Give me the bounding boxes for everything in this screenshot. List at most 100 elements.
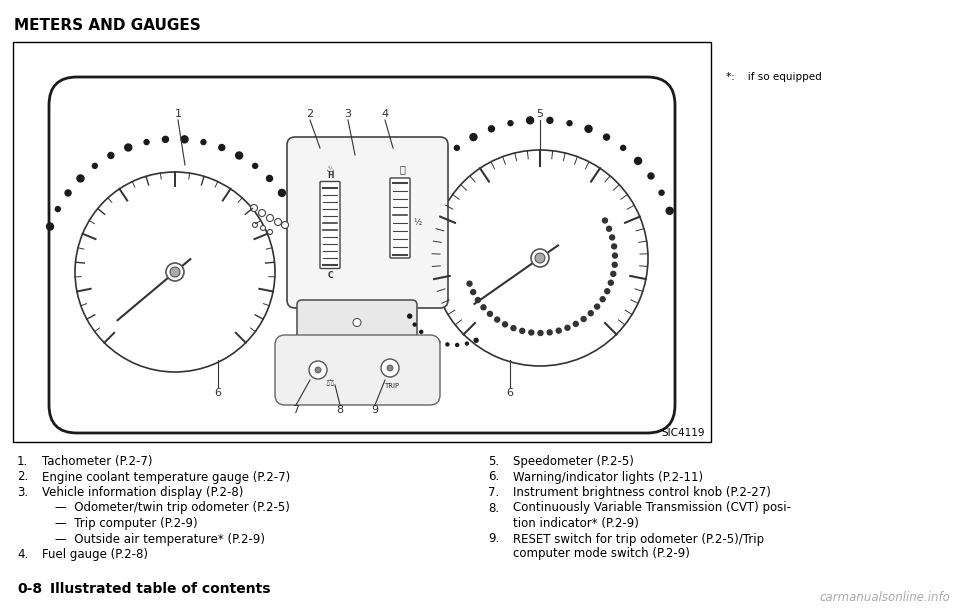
Text: 8: 8 [336,405,344,415]
Text: Continuously Variable Transmission (CVT) posi-
tion indicator* (P.2-9): Continuously Variable Transmission (CVT)… [513,502,791,530]
Circle shape [65,190,71,196]
FancyBboxPatch shape [320,181,340,268]
Text: 7.: 7. [488,486,499,499]
Circle shape [502,322,508,327]
Circle shape [166,263,184,281]
Text: 0-8: 0-8 [17,582,42,596]
Text: 4.: 4. [17,548,28,561]
Text: Fuel gauge (P.2-8): Fuel gauge (P.2-8) [42,548,148,561]
Circle shape [251,205,257,211]
Text: Instrument brightness control knob (P.2-27): Instrument brightness control knob (P.2-… [513,486,771,499]
Circle shape [611,271,615,276]
Text: 3: 3 [345,109,351,119]
Circle shape [489,126,494,132]
Circle shape [267,214,274,222]
Circle shape [607,226,612,231]
Circle shape [77,175,84,182]
Text: 3.: 3. [17,486,28,499]
Circle shape [470,290,476,295]
Text: 6: 6 [214,388,222,398]
Circle shape [612,262,617,267]
Circle shape [144,139,149,145]
Text: RESET switch for trip odometer (P.2-5)/Trip
computer mode switch (P.2-9): RESET switch for trip odometer (P.2-5)/T… [513,533,764,560]
Circle shape [407,208,414,214]
Circle shape [170,267,180,277]
Circle shape [527,117,534,124]
Text: 5.: 5. [488,455,499,468]
Circle shape [547,330,552,335]
Text: TRIP: TRIP [384,383,399,389]
Circle shape [456,343,459,346]
Circle shape [445,343,449,346]
FancyBboxPatch shape [287,137,448,308]
Circle shape [600,297,605,302]
Text: 8.: 8. [488,502,499,514]
Circle shape [467,281,472,286]
Circle shape [547,117,553,123]
Text: 1: 1 [175,109,181,119]
Circle shape [660,190,664,195]
Text: Illustrated table of contents: Illustrated table of contents [50,582,271,596]
Text: 2.: 2. [17,470,28,483]
Circle shape [612,244,616,249]
Circle shape [529,330,534,335]
Circle shape [425,172,433,180]
Circle shape [565,325,570,331]
Circle shape [519,328,525,334]
Circle shape [181,136,188,143]
Circle shape [281,222,289,229]
Circle shape [470,134,477,141]
Circle shape [581,316,587,321]
Circle shape [297,224,303,230]
FancyBboxPatch shape [49,77,675,433]
Text: ⚖: ⚖ [325,378,334,388]
Circle shape [603,218,608,223]
Text: —  Odometer/twin trip odometer (P.2-5): — Odometer/twin trip odometer (P.2-5) [55,502,290,514]
Circle shape [585,125,592,133]
Circle shape [666,207,673,214]
Circle shape [162,136,168,142]
Circle shape [267,175,273,181]
Circle shape [604,134,610,140]
Text: C: C [327,271,333,279]
Circle shape [108,153,114,158]
Text: H: H [326,172,333,180]
Text: —  Outside air temperature* (P.2-9): — Outside air temperature* (P.2-9) [55,533,265,546]
Circle shape [408,314,412,318]
Circle shape [511,326,516,331]
Circle shape [387,365,393,371]
Circle shape [309,361,327,379]
FancyBboxPatch shape [275,335,440,405]
Circle shape [46,223,54,230]
Text: 1.: 1. [17,455,28,468]
Text: 6.: 6. [488,470,499,483]
Text: Vehicle information display (P.2-8): Vehicle information display (P.2-8) [42,486,244,499]
Circle shape [381,359,399,377]
Circle shape [488,312,492,316]
Text: 9.: 9. [488,533,499,546]
Circle shape [594,304,600,309]
Circle shape [556,328,562,333]
Text: Warning/indicator lights (P.2-11): Warning/indicator lights (P.2-11) [513,470,703,483]
Circle shape [413,323,417,326]
Circle shape [475,298,480,302]
Circle shape [439,158,444,164]
Circle shape [538,331,543,335]
FancyBboxPatch shape [390,178,410,258]
Circle shape [588,311,593,316]
Circle shape [466,342,468,345]
Circle shape [610,235,614,240]
Text: *:    if so equipped: *: if so equipped [726,72,822,82]
Circle shape [531,249,549,267]
Text: ⛽: ⛽ [399,164,405,174]
Circle shape [474,338,478,342]
Circle shape [260,225,266,230]
Circle shape [290,207,295,211]
Circle shape [609,280,613,285]
Text: Engine coolant temperature gauge (P.2-7): Engine coolant temperature gauge (P.2-7) [42,470,290,483]
Circle shape [420,331,422,334]
Circle shape [258,210,266,216]
Text: ♨: ♨ [325,164,334,174]
Circle shape [268,230,273,235]
Circle shape [436,340,440,344]
